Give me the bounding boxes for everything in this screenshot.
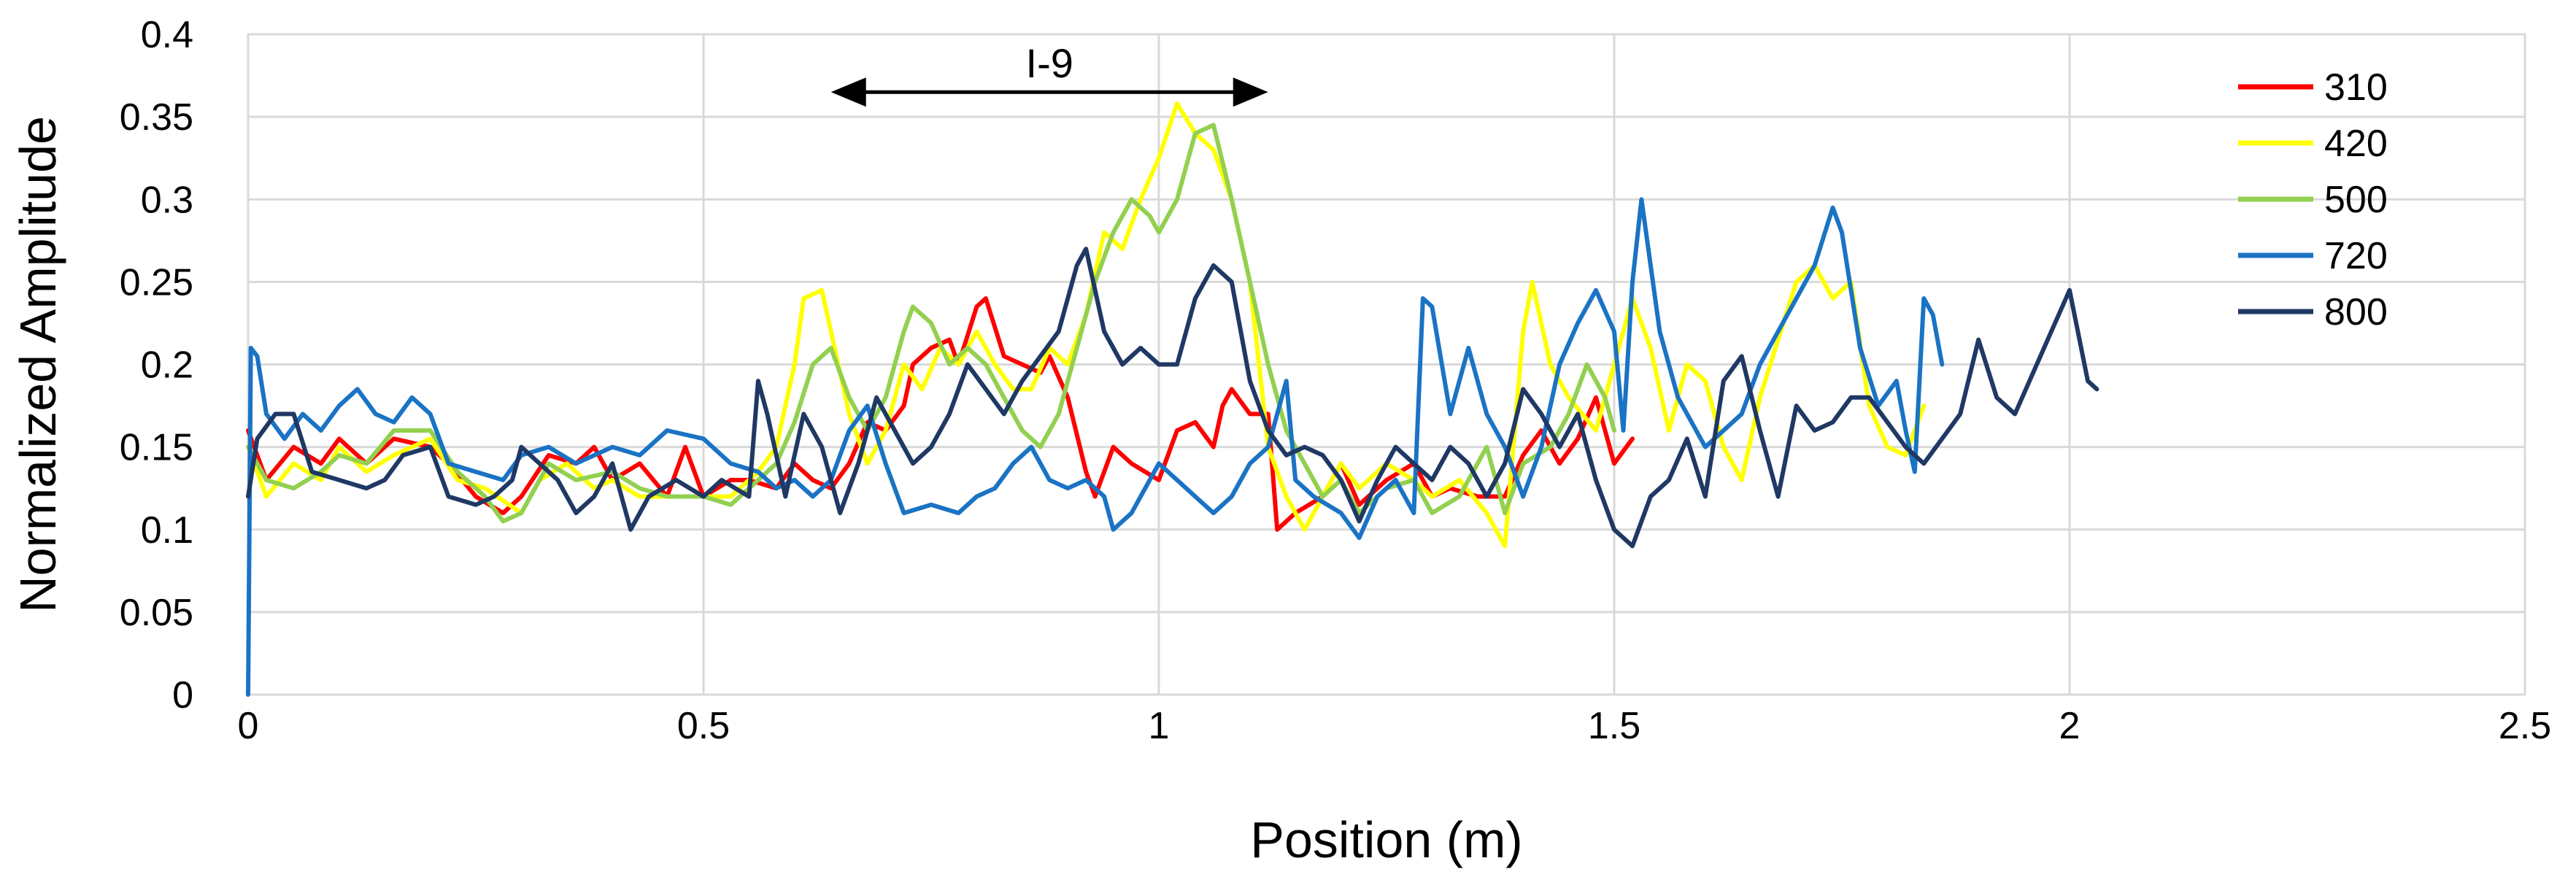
y-tick-label: 0.05 bbox=[120, 592, 193, 634]
y-tick-label: 0.25 bbox=[120, 261, 193, 304]
y-tick-label: 0.4 bbox=[141, 14, 193, 56]
plot-area bbox=[247, 33, 2526, 696]
x-tick-label: 1.5 bbox=[1588, 705, 1640, 747]
annotation-arrowhead-left bbox=[830, 77, 866, 107]
grid bbox=[247, 33, 2526, 696]
legend-label-500: 500 bbox=[2324, 179, 2388, 221]
y-tick-label: 0.3 bbox=[141, 179, 193, 221]
x-axis-ticks: 0 0.5 1 1.5 2 2.5 bbox=[238, 705, 2552, 747]
annotation-arrowhead-right bbox=[1233, 77, 1268, 107]
x-tick-label: 0 bbox=[238, 705, 259, 747]
x-tick-label: 2.5 bbox=[2499, 705, 2551, 747]
legend-label-720: 720 bbox=[2324, 235, 2388, 277]
legend: 310 420 500 720 800 bbox=[2238, 66, 2388, 333]
y-tick-label: 0.35 bbox=[120, 96, 193, 139]
y-tick-label: 0 bbox=[172, 674, 193, 717]
legend-label-800: 800 bbox=[2324, 291, 2388, 333]
series-line-420 bbox=[246, 101, 1927, 549]
x-tick-label: 1 bbox=[1149, 705, 1170, 747]
annotation-label: I-9 bbox=[1026, 40, 1073, 86]
x-tick-label: 0.5 bbox=[677, 705, 730, 747]
legend-label-310: 310 bbox=[2324, 66, 2388, 109]
y-axis-ticks: 0 0.05 0.1 0.15 0.2 0.25 0.3 0.35 0.4 bbox=[120, 14, 193, 717]
series-line-310 bbox=[246, 296, 1635, 532]
legend-label-420: 420 bbox=[2324, 123, 2388, 165]
y-tick-label: 0.2 bbox=[141, 344, 193, 387]
annotation: I-9 bbox=[830, 40, 1268, 107]
y-axis-title: Normalized Amplitude bbox=[9, 116, 66, 613]
series-group bbox=[246, 101, 2099, 697]
x-tick-label: 2 bbox=[2059, 705, 2081, 747]
y-tick-label: 0.1 bbox=[141, 509, 193, 552]
x-axis-title: Position (m) bbox=[1250, 811, 1522, 868]
series-line-800 bbox=[246, 247, 2099, 549]
y-tick-label: 0.15 bbox=[120, 427, 193, 469]
